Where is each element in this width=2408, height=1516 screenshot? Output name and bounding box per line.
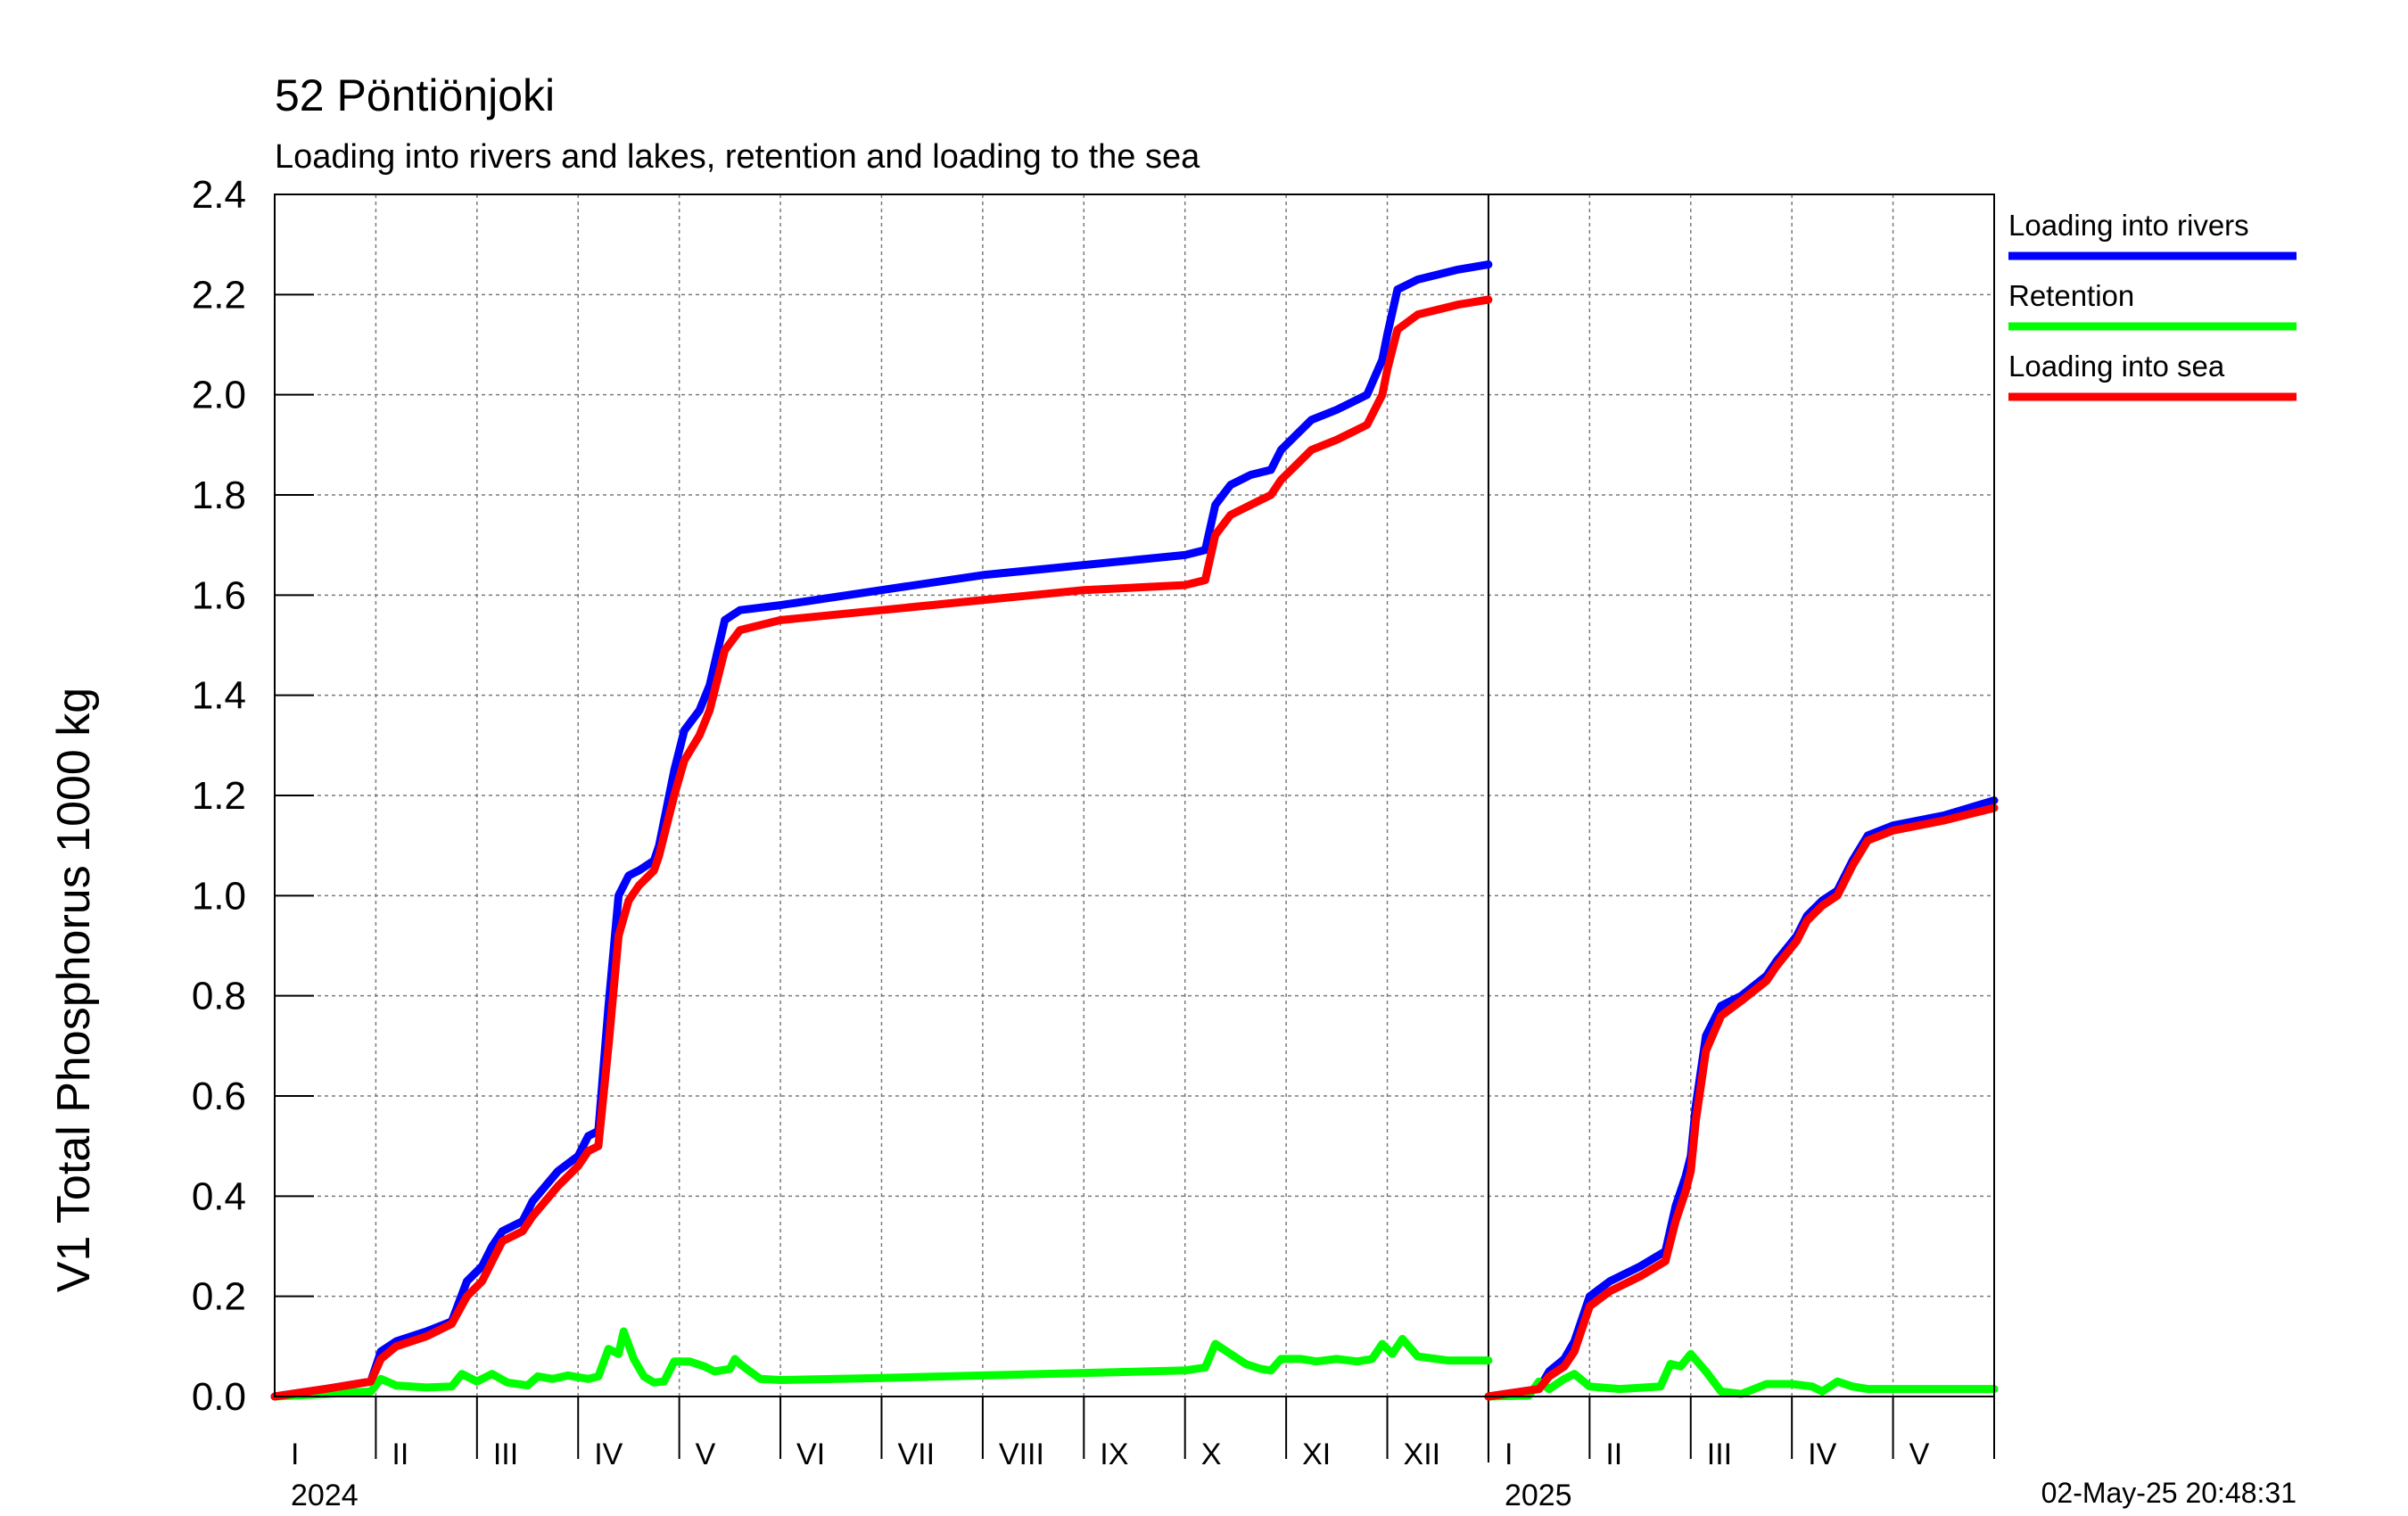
month-label: IX xyxy=(1100,1438,1128,1471)
y-tick-label: 1.2 xyxy=(192,774,246,818)
chart-subtitle: Loading into rivers and lakes, retention… xyxy=(275,138,1200,176)
month-label: XI xyxy=(1302,1438,1331,1471)
month-label: VII xyxy=(897,1438,935,1471)
year-label: 2025 xyxy=(1505,1479,1572,1512)
y-tick-label: 1.0 xyxy=(192,874,246,918)
month-label: II xyxy=(392,1438,408,1471)
chart-title: 52 Pöntiönjoki xyxy=(275,70,555,120)
month-label: IV xyxy=(594,1438,623,1471)
series-line-loading-into-sea xyxy=(270,295,1493,1401)
timestamp: 02-May-25 20:48:31 xyxy=(2041,1477,2297,1509)
series-line-loading-into-sea xyxy=(1484,803,1999,1401)
legend-label-loading-rivers: Loading into rivers xyxy=(2008,209,2249,242)
legend-label-loading-sea: Loading into sea xyxy=(2008,350,2225,383)
series-line-retention xyxy=(1484,1349,1999,1401)
month-label: I xyxy=(291,1438,299,1471)
year-label: 2024 xyxy=(291,1479,359,1512)
month-label: XII xyxy=(1404,1438,1441,1471)
y-tick-label: 2.0 xyxy=(192,374,246,417)
month-label: II xyxy=(1605,1438,1622,1471)
y-axis-label: V1 Total Phosphorus 1000 kg xyxy=(48,688,100,1292)
series-line-retention xyxy=(270,1327,1493,1401)
y-tick-label: 2.2 xyxy=(192,273,246,317)
month-label: VIII xyxy=(999,1438,1044,1471)
series-line-loading-into-rivers xyxy=(1484,796,1999,1401)
series-line-loading-into-rivers xyxy=(270,260,1493,1401)
month-label: V xyxy=(1909,1438,1930,1471)
legend: Loading into rivers Retention Loading in… xyxy=(2008,209,2297,401)
plot-frame xyxy=(274,194,1995,1397)
month-label: VI xyxy=(796,1438,825,1471)
y-tick-label: 0.6 xyxy=(192,1075,246,1118)
y-tick-label: 0.0 xyxy=(192,1375,246,1419)
y-tick-label: 0.4 xyxy=(192,1174,246,1218)
y-tick-label: 1.4 xyxy=(192,674,246,718)
legend-label-retention: Retention xyxy=(2008,279,2134,312)
month-label: X xyxy=(1201,1438,1222,1471)
y-tick-label: 1.6 xyxy=(192,573,246,617)
series-lines xyxy=(270,260,1999,1401)
grid xyxy=(275,194,1994,1462)
month-label: V xyxy=(696,1438,716,1471)
axis-ticks: 0.0 0.2 0.4 0.6 0.8 1.0 1.2 1.4 1.6 1.8 2.0 2.2 2.4 xyxy=(192,173,1995,1459)
month-label: IV xyxy=(1808,1438,1836,1471)
month-label: I xyxy=(1505,1438,1513,1471)
month-label: III xyxy=(1707,1438,1732,1471)
y-tick-label: 0.8 xyxy=(192,975,246,1018)
month-label: III xyxy=(493,1438,518,1471)
y-tick-label: 1.8 xyxy=(192,474,246,517)
y-tick-label: 0.2 xyxy=(192,1275,246,1319)
y-tick-label: 2.4 xyxy=(192,173,246,217)
